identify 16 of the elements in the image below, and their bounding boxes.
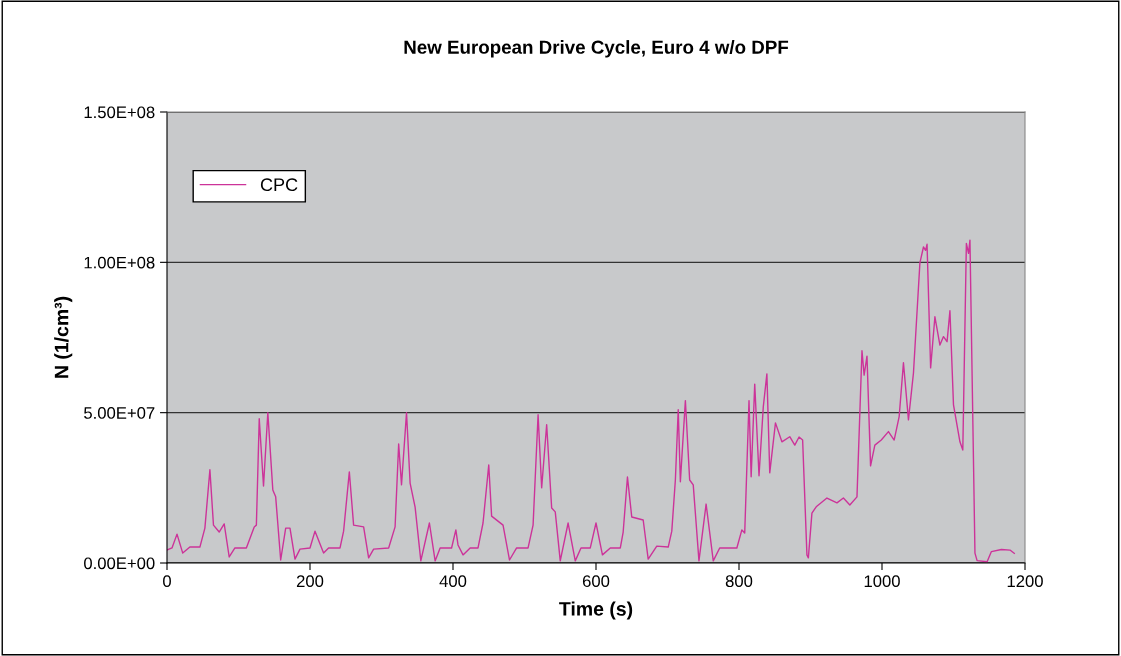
x-tick-label: 1000 bbox=[864, 575, 900, 588]
x-tick-label: 1200 bbox=[1007, 575, 1043, 588]
y-tick-label: 5.00E+07 bbox=[84, 407, 155, 419]
y-tick-label: 1.00E+08 bbox=[84, 256, 155, 269]
y-axis-title: N (1/cm³) bbox=[54, 296, 73, 378]
x-tick-label: 200 bbox=[296, 575, 324, 588]
x-tick-label: 0 bbox=[163, 575, 171, 588]
legend-label: CPC bbox=[260, 178, 298, 192]
x-tick-label: 400 bbox=[439, 575, 467, 588]
chart-title: New European Drive Cycle, Euro 4 w/o DPF bbox=[404, 40, 789, 58]
y-tick-label: 0.00E+00 bbox=[84, 557, 155, 570]
x-tick-label: 600 bbox=[582, 575, 610, 588]
x-tick-label: 800 bbox=[725, 575, 753, 588]
line-series bbox=[167, 239, 1015, 563]
y-tick-label: 1.50E+08 bbox=[84, 106, 155, 119]
x-axis-title: Time (s) bbox=[559, 601, 633, 620]
